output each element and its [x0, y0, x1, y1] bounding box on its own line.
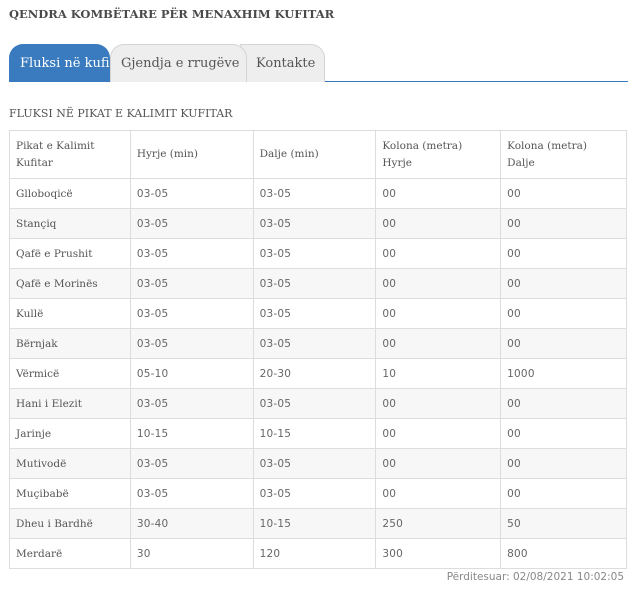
crossing-point-cell: Merdarë — [9, 538, 131, 569]
exit-time-cell: 03-05 — [252, 298, 377, 329]
entry-time-cell: 03-05 — [129, 298, 254, 329]
crossing-point-cell: Qafë e Prushit — [9, 238, 131, 269]
exit-time-cell: 10-15 — [252, 418, 377, 449]
entry-time-cell: 03-05 — [129, 208, 254, 239]
tab-contacts[interactable]: Kontakte — [240, 44, 325, 82]
table-header-row: Pikat e Kalimit Kufitar Hyrje (min) Dalj… — [9, 130, 627, 179]
queue-exit-cell: 00 — [500, 448, 627, 479]
header-label: Dalje — [507, 156, 535, 169]
table-row: Hani i Elezit 03-05 03-05 00 00 — [9, 388, 627, 419]
exit-time-cell: 03-05 — [252, 328, 377, 359]
crossing-point-cell: Hani i Elezit — [9, 388, 131, 419]
tab-road-conditions[interactable]: Gjendja e rrugëve — [110, 44, 247, 82]
exit-time-cell: 03-05 — [252, 238, 377, 269]
table-row: Stançiq 03-05 03-05 00 00 — [9, 208, 627, 239]
crossing-point-cell: Mutivodë — [9, 448, 131, 479]
exit-time-cell: 03-05 — [252, 388, 377, 419]
queue-exit-cell: 00 — [500, 418, 627, 449]
exit-time-cell: 20-30 — [252, 358, 377, 389]
table-row: Glloboqicë 03-05 03-05 00 00 — [9, 178, 627, 209]
entry-time-cell: 03-05 — [129, 268, 254, 299]
queue-entry-cell: 250 — [375, 508, 502, 539]
queue-exit-cell: 00 — [500, 268, 627, 299]
header-label: Kolona (metra) — [382, 139, 463, 152]
entry-time-cell: 03-05 — [129, 478, 254, 509]
entry-time-cell: 03-05 — [129, 328, 254, 359]
last-updated-timestamp: Përditesuar: 02/08/2021 10:02:05 — [446, 571, 624, 583]
entry-time-cell: 30 — [129, 538, 254, 569]
queue-entry-cell: 00 — [375, 328, 502, 359]
queue-exit-cell: 00 — [500, 328, 627, 359]
exit-time-cell: 03-05 — [252, 268, 377, 299]
entry-time-cell: 03-05 — [129, 448, 254, 479]
table-row: Kullë 03-05 03-05 00 00 — [9, 298, 627, 329]
table-row: Vërmicë 05-10 20-30 10 1000 — [9, 358, 627, 389]
header-exit-min: Dalje (min) — [252, 130, 377, 179]
queue-entry-cell: 00 — [375, 388, 502, 419]
exit-time-cell: 03-05 — [252, 448, 377, 479]
exit-time-cell: 03-05 — [252, 208, 377, 239]
table-row: Merdarë 30 120 300 800 — [9, 538, 627, 569]
header-entry-min: Hyrje (min) — [129, 130, 254, 179]
queue-entry-cell: 300 — [375, 538, 502, 569]
queue-entry-cell: 00 — [375, 418, 502, 449]
crossing-point-cell: Vërmicë — [9, 358, 131, 389]
entry-time-cell: 05-10 — [129, 358, 254, 389]
queue-exit-cell: 00 — [500, 388, 627, 419]
entry-time-cell: 30-40 — [129, 508, 254, 539]
page-title: QENDRA KOMBËTARE PËR MENAXHIM KUFITAR — [9, 7, 335, 21]
table-row: Bërnjak 03-05 03-05 00 00 — [9, 328, 627, 359]
exit-time-cell: 120 — [252, 538, 377, 569]
queue-entry-cell: 00 — [375, 268, 502, 299]
queue-entry-cell: 00 — [375, 238, 502, 269]
header-crossing-point: Pikat e Kalimit Kufitar — [9, 130, 131, 179]
table-row: Jarinje 10-15 10-15 00 00 — [9, 418, 627, 449]
border-flux-table: Pikat e Kalimit Kufitar Hyrje (min) Dalj… — [9, 130, 627, 569]
queue-exit-cell: 50 — [500, 508, 627, 539]
table-row: Mutivodë 03-05 03-05 00 00 — [9, 448, 627, 479]
entry-time-cell: 10-15 — [129, 418, 254, 449]
crossing-point-cell: Dheu i Bardhë — [9, 508, 131, 539]
section-title: FLUKSI NË PIKAT E KALIMIT KUFITAR — [9, 107, 233, 120]
crossing-point-cell: Kullë — [9, 298, 131, 329]
queue-exit-cell: 00 — [500, 208, 627, 239]
queue-exit-cell: 00 — [500, 238, 627, 269]
header-queue-entry: Kolona (metra) Hyrje — [375, 130, 502, 179]
queue-exit-cell: 00 — [500, 478, 627, 509]
header-label: Hyrje — [382, 156, 412, 169]
header-queue-exit: Kolona (metra) Dalje — [500, 130, 627, 179]
exit-time-cell: 03-05 — [252, 478, 377, 509]
entry-time-cell: 03-05 — [129, 238, 254, 269]
queue-exit-cell: 00 — [500, 178, 627, 209]
table-row: Muçibabë 03-05 03-05 00 00 — [9, 478, 627, 509]
crossing-point-cell: Muçibabë — [9, 478, 131, 509]
crossing-point-cell: Jarinje — [9, 418, 131, 449]
table-row: Qafë e Morinës 03-05 03-05 00 00 — [9, 268, 627, 299]
crossing-point-cell: Qafë e Morinës — [9, 268, 131, 299]
header-label: Kolona (metra) — [507, 139, 587, 152]
queue-entry-cell: 00 — [375, 208, 502, 239]
crossing-point-cell: Glloboqicë — [9, 178, 131, 209]
entry-time-cell: 03-05 — [129, 388, 254, 419]
queue-exit-cell: 00 — [500, 298, 627, 329]
queue-exit-cell: 800 — [500, 538, 627, 569]
entry-time-cell: 03-05 — [129, 178, 254, 209]
queue-exit-cell: 1000 — [500, 358, 627, 389]
queue-entry-cell: 00 — [375, 298, 502, 329]
table-row: Dheu i Bardhë 30-40 10-15 250 50 — [9, 508, 627, 539]
queue-entry-cell: 10 — [375, 358, 502, 389]
crossing-point-cell: Stançiq — [9, 208, 131, 239]
crossing-point-cell: Bërnjak — [9, 328, 131, 359]
header-label: Pikat e Kalimit — [16, 139, 95, 152]
exit-time-cell: 10-15 — [252, 508, 377, 539]
queue-entry-cell: 00 — [375, 448, 502, 479]
queue-entry-cell: 00 — [375, 478, 502, 509]
exit-time-cell: 03-05 — [252, 178, 377, 209]
tab-bar: Kontakte Gjendja e rrugëve Fluksi në kuf… — [9, 44, 628, 82]
table-row: Qafë e Prushit 03-05 03-05 00 00 — [9, 238, 627, 269]
queue-entry-cell: 00 — [375, 178, 502, 209]
table-body: Glloboqicë 03-05 03-05 00 00 Stançiq 03-05 03-0… — [9, 178, 627, 569]
tab-border-flux[interactable]: Fluksi në kufi — [9, 44, 110, 82]
header-label: Kufitar — [16, 156, 53, 169]
